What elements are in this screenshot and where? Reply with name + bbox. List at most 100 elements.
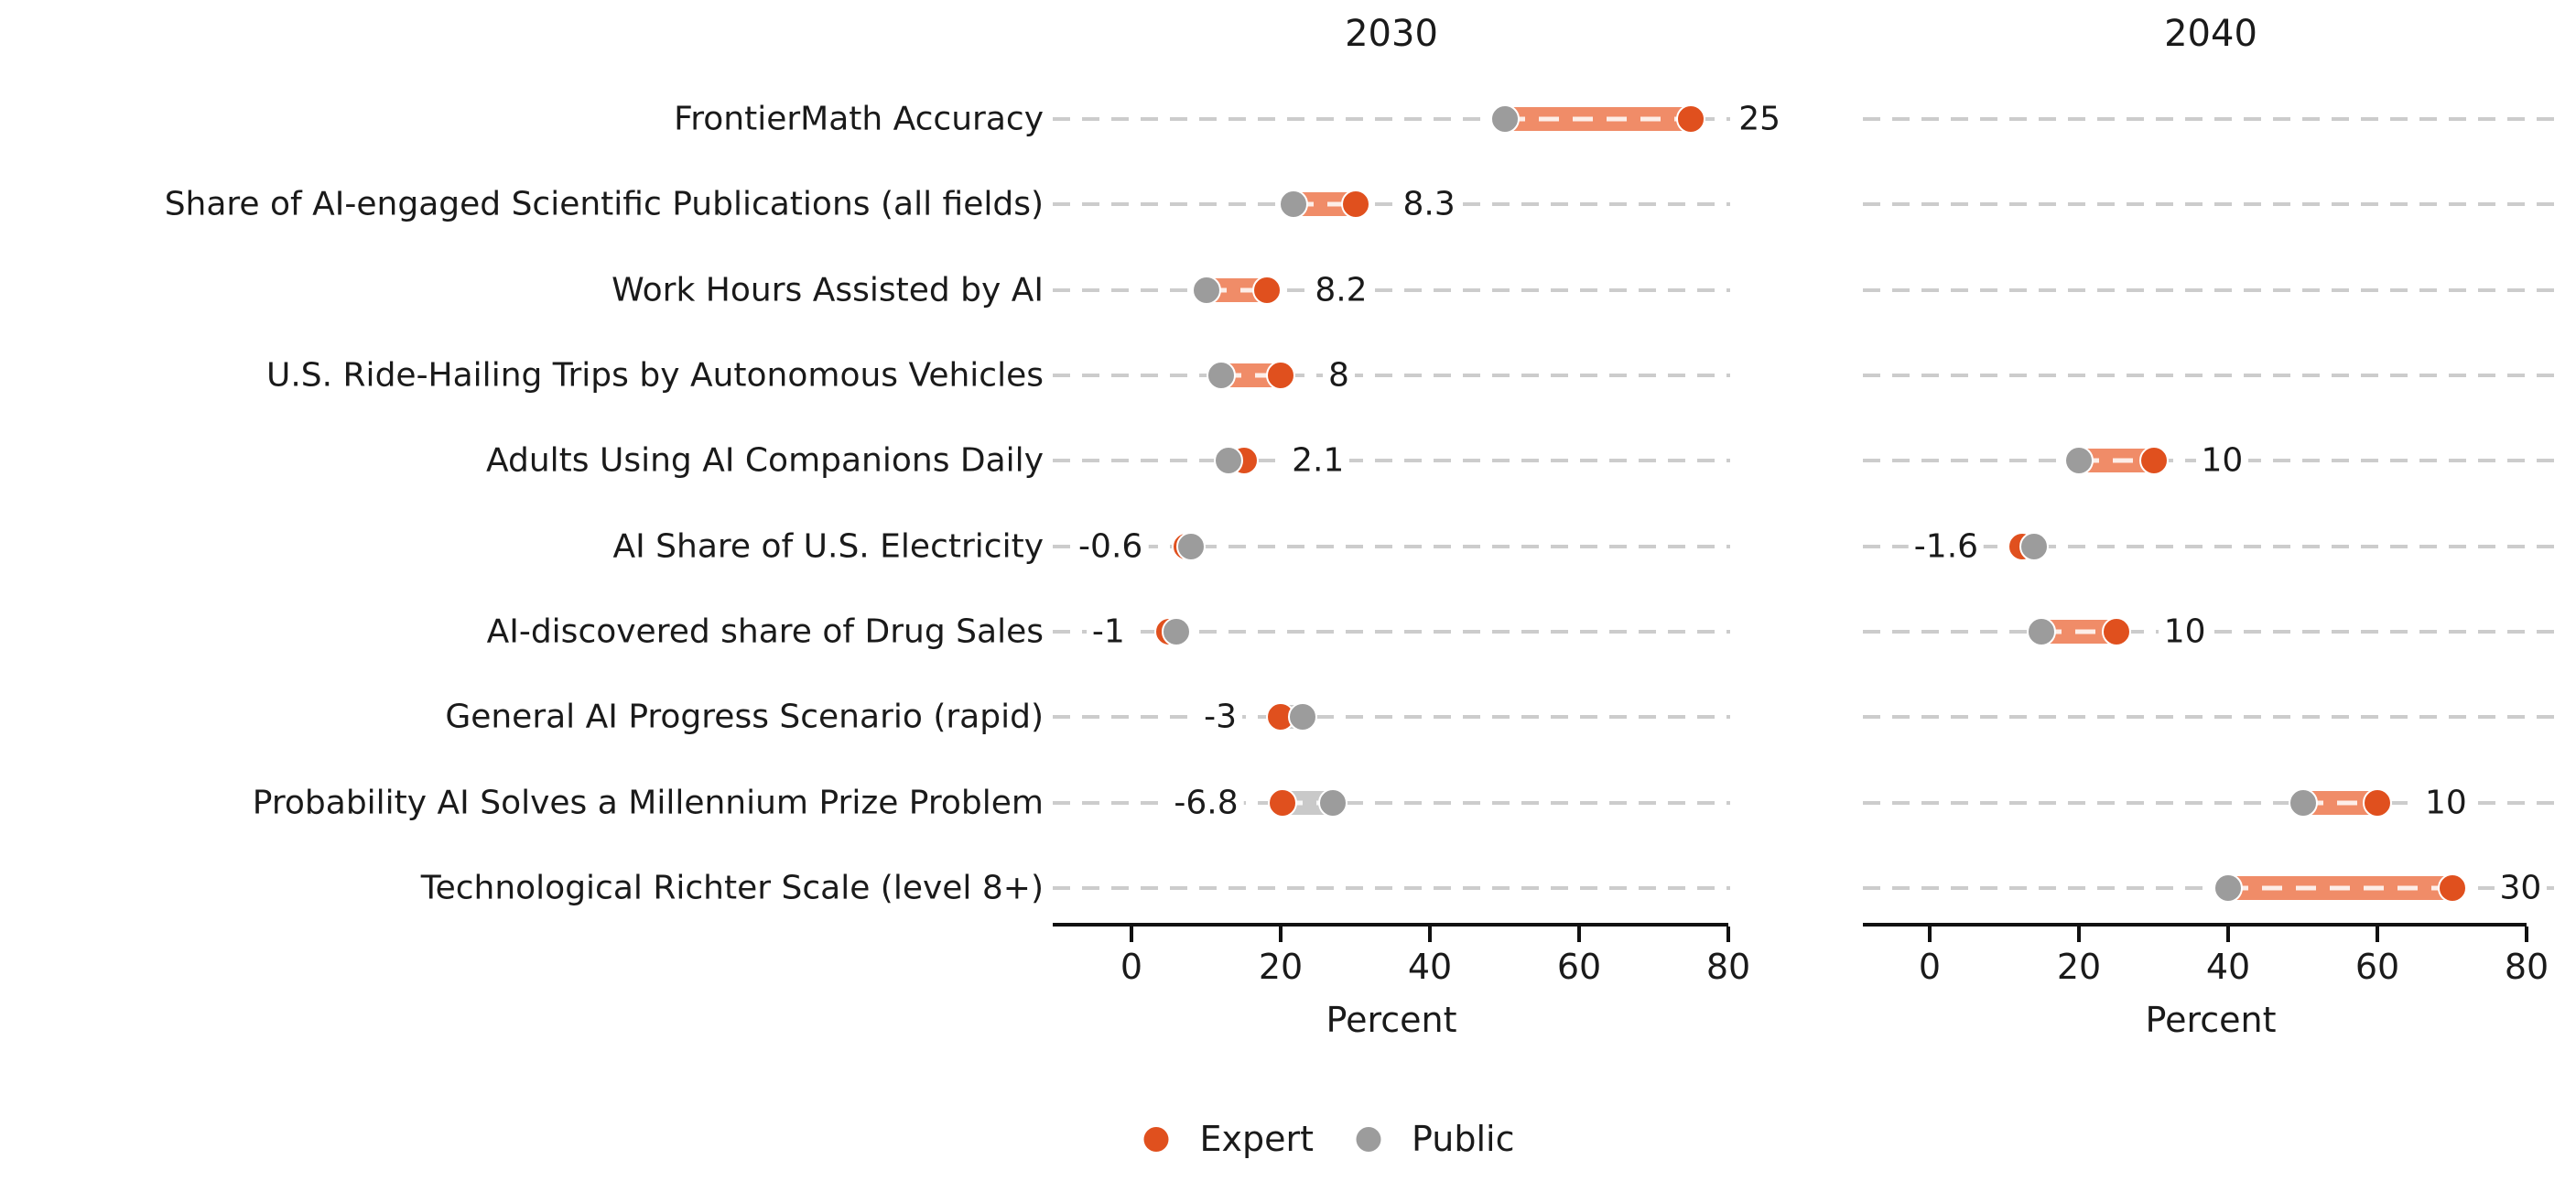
public-dot: [2288, 787, 2318, 818]
x-axis-tick: [1928, 927, 1932, 942]
x-axis-title: Percent: [1326, 1000, 1457, 1040]
gridline: [1053, 287, 1730, 292]
expert-dot: [2138, 446, 2169, 476]
legend-label: Public: [1412, 1119, 1515, 1159]
x-axis-tick-label: 20: [2056, 947, 2102, 987]
expert-dot: [1676, 104, 1706, 134]
expert-dot: [1267, 787, 1297, 818]
diff-value-label: 25: [1733, 100, 1787, 138]
gridline: [1863, 544, 2559, 548]
bar-center-dashes: [1293, 201, 1356, 207]
public-dot: [1318, 787, 1348, 818]
gridline: [1053, 373, 1730, 377]
gridline: [1053, 202, 1730, 207]
category-label: General AI Progress Scenario (rapid): [445, 698, 1044, 736]
expert-dot: [2101, 616, 2131, 646]
bar-center-dashes: [1282, 800, 1334, 806]
bar-center-dashes: [2228, 885, 2452, 891]
diff-value-label: -0.6: [1073, 527, 1149, 566]
expert-dot: [1252, 275, 1283, 305]
bar-center-dashes: [2041, 629, 2116, 634]
diff-value-label: 8.2: [1309, 271, 1373, 309]
diff-value-label: -1: [1086, 612, 1131, 651]
diff-value-label: 30: [2494, 869, 2548, 907]
public-dot: [1191, 275, 1221, 305]
x-axis-tick: [2376, 927, 2379, 942]
public-dot: [1278, 190, 1308, 220]
diff-value-label: 8.3: [1397, 185, 1461, 223]
bar-center-dashes: [1504, 116, 1692, 122]
x-axis-tick-label: 60: [2354, 947, 2400, 987]
diff-value-label: 8: [1323, 356, 1355, 395]
diff-value-label: 10: [2195, 441, 2249, 480]
legend-label: Expert: [1199, 1119, 1315, 1159]
gridline: [1863, 287, 2559, 292]
x-axis-tick: [1726, 927, 1730, 942]
gridline: [1863, 800, 2559, 805]
bar-center-dashes: [2079, 458, 2154, 463]
diff-value-label: -1.6: [1908, 527, 1985, 566]
x-axis-tick-label: 40: [1407, 947, 1453, 987]
category-label: U.S. Ride-Hailing Trips by Autonomous Ve…: [266, 356, 1044, 395]
x-axis-tick-label: 40: [2205, 947, 2251, 987]
x-axis-spine: [1863, 923, 2527, 927]
gridline: [1053, 715, 1730, 720]
public-dot: [1489, 104, 1520, 134]
gridline: [1863, 117, 2559, 121]
gridline: [1863, 373, 2559, 377]
category-label: Probability AI Solves a Millennium Prize…: [252, 784, 1044, 822]
public-dot: [2027, 616, 2057, 646]
facet-title-2030: 2030: [1345, 13, 1438, 55]
diff-value-label: 2.1: [1286, 441, 1350, 480]
x-axis-tick: [2077, 927, 2081, 942]
dumbbell-bar: [2228, 875, 2452, 900]
legend-entry-expert: Expert: [1143, 1119, 1315, 1159]
bar-center-dashes: [1220, 373, 1281, 378]
x-axis-tick-label: 0: [1918, 947, 1942, 987]
bar-center-dashes: [2302, 800, 2377, 806]
x-axis-tick-label: 20: [1258, 947, 1304, 987]
category-label: Technological Richter Scale (level 8+): [420, 869, 1044, 907]
x-axis-tick: [2226, 927, 2230, 942]
gridline: [1053, 459, 1730, 463]
gridline: [1053, 544, 1730, 548]
x-axis-tick-label: 0: [1120, 947, 1143, 987]
public-dot: [2019, 531, 2050, 561]
x-axis-tick-label: 60: [1556, 947, 1602, 987]
x-axis-tick-label: 80: [2504, 947, 2549, 987]
expert-legend-dot-icon: [1143, 1126, 1169, 1152]
category-label: Work Hours Assisted by AI: [612, 271, 1044, 309]
x-axis-tick: [1279, 927, 1283, 942]
legend-entry-public: Public: [1356, 1119, 1515, 1159]
category-label: Share of AI-engaged Scientific Publicati…: [164, 185, 1044, 223]
legend: Expert Public: [1143, 1119, 1515, 1159]
public-dot: [1213, 446, 1243, 476]
gridline: [1863, 202, 2559, 207]
diff-value-label: -3: [1198, 698, 1242, 736]
category-label: FrontierMath Accuracy: [674, 100, 1044, 138]
x-axis-tick-label: 80: [1705, 947, 1751, 987]
public-dot: [2064, 446, 2094, 476]
public-dot: [1206, 360, 1236, 390]
category-label: AI-discovered share of Drug Sales: [486, 612, 1044, 651]
public-dot: [2213, 872, 2243, 903]
gridline: [1863, 885, 2559, 890]
public-dot: [1176, 531, 1207, 561]
x-axis-tick: [1130, 927, 1133, 942]
bar-center-dashes: [1206, 287, 1268, 293]
expert-dot: [1340, 190, 1370, 220]
dumbbell-bar: [1504, 107, 1692, 131]
expert-dot: [2437, 872, 2467, 903]
gridline: [1053, 117, 1730, 121]
public-legend-dot-icon: [1356, 1126, 1381, 1152]
x-axis-tick: [1577, 927, 1581, 942]
diff-value-label: 10: [2158, 612, 2212, 651]
x-axis-title: Percent: [2145, 1000, 2277, 1040]
x-axis-spine: [1053, 923, 1728, 927]
gridline: [1053, 885, 1730, 890]
x-axis-tick: [2525, 927, 2528, 942]
gridline: [1863, 715, 2559, 720]
gridline: [1053, 629, 1730, 634]
expert-dot: [2363, 787, 2392, 818]
